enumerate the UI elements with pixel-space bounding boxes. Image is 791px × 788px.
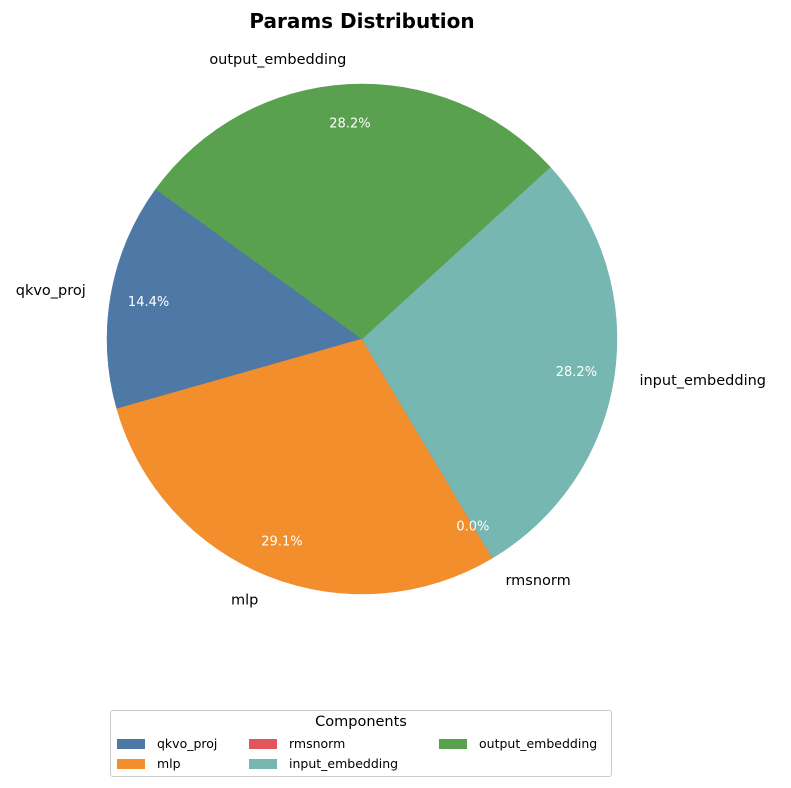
pct-label-input-embedding: 28.2% — [556, 365, 597, 380]
legend-item-rmsnorm: rmsnorm — [249, 736, 345, 751]
pie-labels: qkvo_proj 14.4% mlp 29.1% rmsnorm 0.0% input_e… — [16, 52, 766, 609]
pct-label-output-embedding: 28.2% — [329, 117, 370, 132]
pie-slice-mlp — [116, 338, 493, 595]
legend-item-input-embedding: input_embedding — [249, 756, 398, 771]
chart-title: Params Distribution — [249, 9, 474, 33]
pie-slice-input-embedding — [361, 166, 618, 559]
legend-swatch — [249, 738, 277, 749]
legend-swatch — [249, 758, 277, 769]
pie-slice-output-embedding — [155, 83, 551, 340]
legend-swatch — [117, 758, 145, 769]
pct-label-qkvo-proj: 14.4% — [128, 295, 169, 310]
legend-label: output_embedding — [479, 736, 598, 751]
slice-label-input-embedding: input_embedding — [639, 373, 766, 389]
slice-label-qkvo-proj: qkvo_proj — [16, 283, 86, 299]
legend-label: qkvo_proj — [157, 736, 218, 751]
slice-label-output-embedding: output_embedding — [209, 52, 346, 68]
legend-label: input_embedding — [289, 756, 399, 771]
legend-swatch — [439, 738, 467, 749]
pie-slices — [106, 83, 618, 595]
legend-swatch — [117, 738, 145, 749]
pct-label-mlp: 29.1% — [261, 534, 302, 549]
legend-label: mlp — [157, 756, 181, 771]
slice-label-mlp: mlp — [231, 593, 258, 609]
pct-label-rmsnorm: 0.0% — [456, 519, 489, 534]
legend-label: rmsnorm — [289, 736, 346, 751]
legend-item-output-embedding: output_embedding — [439, 736, 597, 751]
pie-slice-qkvo-proj — [106, 188, 363, 410]
slice-label-rmsnorm: rmsnorm — [505, 573, 570, 589]
legend-title: Components — [315, 714, 407, 730]
legend-item-qkvo-proj: qkvo_proj — [117, 736, 217, 751]
legend-item-mlp: mlp — [117, 756, 181, 771]
